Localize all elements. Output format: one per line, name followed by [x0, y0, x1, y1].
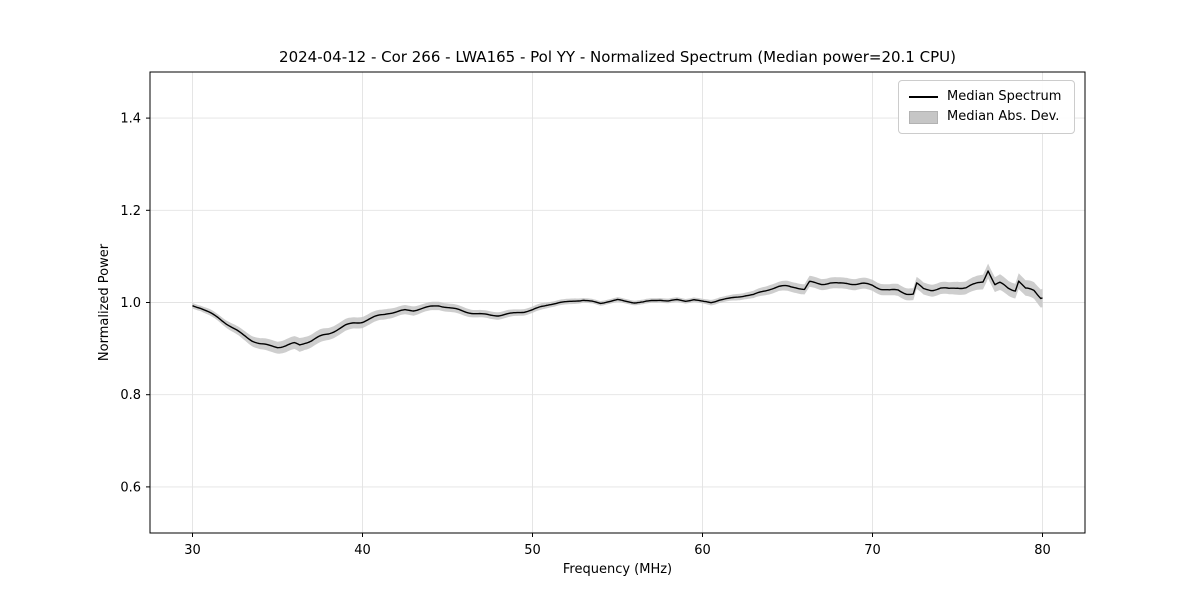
axes [146, 71, 1086, 537]
y-tick-label: 1.2 [120, 204, 141, 219]
median-abs-dev-band [192, 263, 1043, 354]
y-tick-label: 0.8 [120, 388, 141, 403]
x-tick-label: 80 [1034, 543, 1051, 558]
x-tick-label: 70 [864, 543, 881, 558]
plot-title: 2024-04-12 - Cor 266 - LWA165 - Pol YY -… [279, 48, 956, 66]
median-abs-dev-patch-swatch [909, 110, 938, 124]
grid-lines [150, 72, 1085, 533]
x-tick-label: 30 [184, 543, 201, 558]
median-spectrum-path [192, 270, 1043, 349]
legend-entry-median-spectrum: Median Spectrum [909, 87, 1064, 107]
y-tick-label: 0.6 [120, 480, 141, 495]
legend: Median Spectrum Median Abs. Dev. [898, 80, 1075, 134]
median-spectrum-line [192, 270, 1043, 349]
x-tick-label: 60 [694, 543, 711, 558]
median-spectrum-line-swatch [909, 96, 938, 98]
x-tick-label: 50 [524, 543, 541, 558]
legend-entry-median-abs-dev: Median Abs. Dev. [909, 107, 1064, 127]
mad-band [192, 263, 1043, 354]
x-axis-label: Frequency (MHz) [563, 562, 672, 577]
x-tick-label: 40 [354, 543, 371, 558]
legend-label: Median Spectrum [947, 89, 1062, 104]
legend-label: Median Abs. Dev. [947, 109, 1060, 124]
y-axis-label: Normalized Power [97, 243, 112, 361]
y-tick-label: 1.0 [120, 296, 141, 311]
y-tick-label: 1.4 [120, 112, 141, 127]
tick-labels: 30 40 50 60 70 80 0.6 0.8 1.0 1.2 1.4 [120, 112, 1050, 558]
